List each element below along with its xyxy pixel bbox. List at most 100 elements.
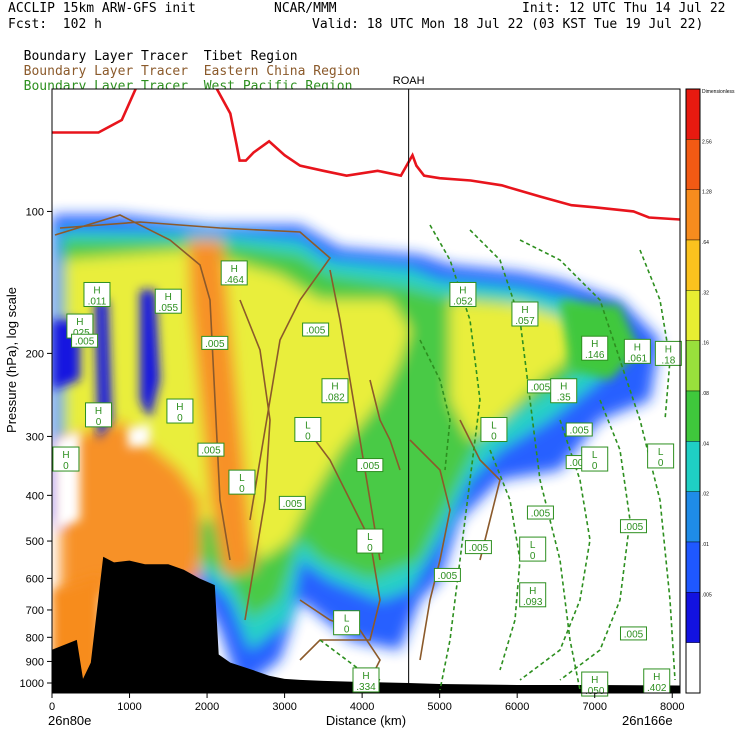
colorbar: Dimensionless 2.56 1.28 .64 .32 .16 .08 .04 .02.… <box>685 88 735 694</box>
extremum-value: 0 <box>177 413 183 424</box>
contour-extremum-label: H.464 <box>220 260 248 286</box>
colorbar-level: .04 <box>702 441 709 447</box>
contour-extremum-label: L0 <box>356 528 384 554</box>
colorbar-swatch <box>685 441 701 492</box>
x-tick-label: 7000 <box>582 701 606 713</box>
extremum-letter: H <box>165 292 172 303</box>
roah-marker-label: ROAH <box>393 75 425 87</box>
x-tick-label: 4000 <box>350 701 374 713</box>
field-blue-streak-1 <box>140 290 160 420</box>
china-contour-6 <box>409 439 451 661</box>
china-contour-9 <box>369 379 401 471</box>
contour-extremum-label: .005 <box>71 333 99 348</box>
colorbar-swatch <box>685 390 701 442</box>
init-time: Init: 12 UTC Thu 14 Jul 22 <box>522 1 726 16</box>
y-tick-label: 500 <box>26 536 44 548</box>
contour-extremum-label: L0 <box>480 416 508 442</box>
extremum-letter: H <box>653 672 660 683</box>
terrain-surface <box>52 556 680 693</box>
contour-extremum-label: .005 <box>619 519 647 534</box>
extremum-value: 0 <box>344 625 350 636</box>
contour-extremum-label: H0 <box>166 398 194 424</box>
colorbar-level: .16 <box>702 341 709 347</box>
wpac-contour-2 <box>469 229 581 691</box>
colorbar-level: .64 <box>702 240 709 246</box>
extremum-letter: H <box>176 402 183 413</box>
contour-value: .005 <box>531 382 551 393</box>
label-box <box>565 422 593 437</box>
extremum-value: 0 <box>530 551 536 562</box>
y-tick-label: 100 <box>26 206 44 218</box>
contour-extremum-label: L0 <box>333 610 361 636</box>
extremum-value: .057 <box>515 316 535 327</box>
tracer-field <box>52 215 660 693</box>
colorbar-swatch <box>685 340 701 392</box>
label-box <box>321 378 349 404</box>
extremum-letter: H <box>459 285 466 296</box>
extremum-value: 0 <box>63 461 69 472</box>
field-orange-core <box>60 420 200 600</box>
contour-extremum-label: H.057 <box>511 301 539 327</box>
label-box <box>654 340 682 366</box>
colorbar-level: .01 <box>702 542 709 548</box>
extremum-letter: L <box>305 420 311 431</box>
wpac-contour-3 <box>519 239 676 681</box>
contour-extremum-label: L0 <box>647 443 675 469</box>
extremum-letter: H <box>331 382 338 393</box>
china-contour-4 <box>329 269 381 561</box>
extremum-letter: H <box>591 339 598 350</box>
contour-extremum-label: H.052 <box>449 281 477 307</box>
legend-tibet: Boundary Layer Tracer Tibet Region <box>8 36 298 64</box>
colorbar-level: Dimensionless <box>702 89 735 95</box>
contour-extremum-label: .005 <box>302 322 330 337</box>
contour-extremum-label: H.402 <box>643 668 671 694</box>
y-axis-title: Pressure (hPa), log scale <box>4 287 19 433</box>
extremum-value: .050 <box>585 686 605 697</box>
extremum-value: 0 <box>239 484 245 495</box>
china-contour-7 <box>459 419 501 561</box>
label-box <box>581 671 609 697</box>
label-box <box>581 446 609 472</box>
y-tick-label: 800 <box>26 632 44 644</box>
legend-china-prefix: Boundary Layer Tracer <box>23 64 189 79</box>
contour-extremum-label: H.050 <box>581 671 609 697</box>
extremum-letter: H <box>591 675 598 686</box>
contour-extremum-label: .005 <box>278 495 306 510</box>
x-tick-label: 3000 <box>272 701 296 713</box>
contour-extremum-label: .005 <box>565 422 593 437</box>
china-contour-2 <box>59 221 332 521</box>
wpac-contour-7 <box>319 639 381 681</box>
label-box <box>85 402 113 428</box>
contour-extremum-label: H.334 <box>352 667 380 693</box>
label-box <box>294 416 322 442</box>
colorbar-swatch <box>685 541 701 593</box>
contour-value: .005 <box>624 522 644 533</box>
extremum-letter: L <box>367 532 373 543</box>
extremum-value: 0 <box>491 431 497 442</box>
valid-time: Valid: 18 UTC Mon 18 Jul 22 (03 KST Tue … <box>312 17 704 32</box>
x-right-label: 26n166e <box>622 713 673 728</box>
china-contour-1 <box>54 214 231 561</box>
label-box <box>352 667 380 693</box>
extremum-value: .464 <box>224 275 244 286</box>
label-box <box>623 338 651 364</box>
extremum-letter: L <box>239 473 245 484</box>
label-box <box>333 610 361 636</box>
label-box <box>511 301 539 327</box>
contour-extremum-label: H.011 <box>83 281 111 307</box>
wpac-contour-5 <box>519 419 591 681</box>
label-box <box>302 322 330 337</box>
y-tick-label: 700 <box>26 605 44 617</box>
colorbar-swatch <box>685 592 701 643</box>
colorbar-level: .005 <box>702 592 712 598</box>
label-box <box>581 335 609 361</box>
label-box <box>201 335 229 350</box>
colorbar-swatch <box>685 139 701 190</box>
extremum-letter: L <box>491 420 497 431</box>
extremum-value: 0 <box>658 458 664 469</box>
contour-value: .005 <box>569 458 589 469</box>
label-box <box>647 443 675 469</box>
y-tick-label: 1000 <box>20 678 44 690</box>
extremum-letter: L <box>344 614 350 625</box>
